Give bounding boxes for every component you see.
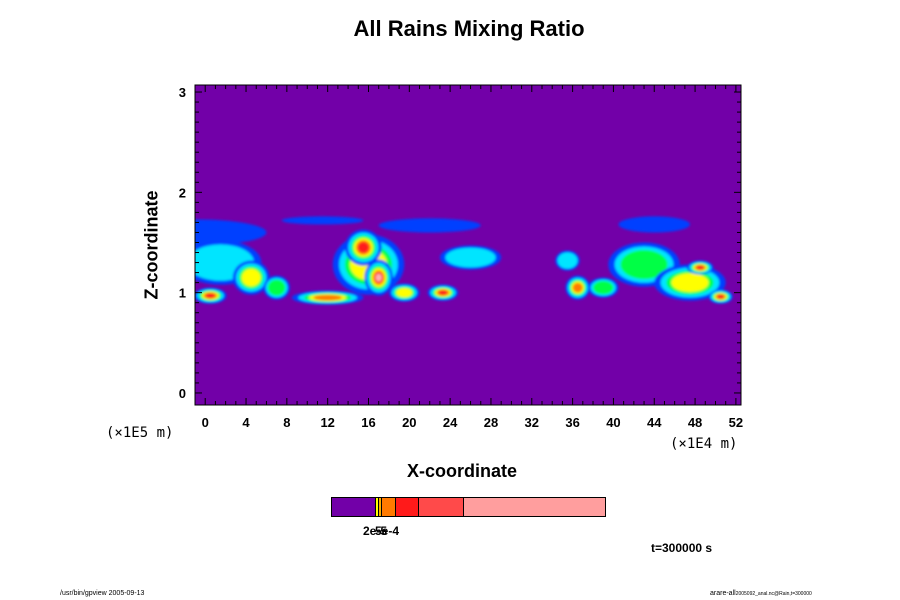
rain-cell [620,249,668,280]
rain-cell [205,293,216,299]
footer-right-main: arare-all [710,590,736,597]
rain-cell [671,273,709,293]
x-axis-label: X-coordinate [407,461,518,481]
time-label: t=300000 s [651,541,713,555]
x-tick-label: 52 [729,415,743,430]
x-tick-label: 24 [443,415,458,430]
x-tick-label: 48 [688,415,702,430]
x-tick-label: 4 [242,415,250,430]
x-tick-label: 20 [402,415,416,430]
rain-cell [438,290,448,296]
rain-field [195,216,733,305]
rain-cell [396,287,413,298]
rain-cell [378,218,481,233]
rain-cell [241,268,261,287]
x-tick-label: 40 [606,415,620,430]
x-tick-label: 12 [320,415,334,430]
x-tick-label: 32 [525,415,539,430]
y-tick-label: 2 [179,185,186,200]
colorbar-segment [464,498,605,516]
plot-frame [194,84,742,406]
rain-cell [195,219,267,246]
colorbar-segment [332,498,377,516]
colorbar [331,497,606,517]
colorbar-segment [382,498,397,516]
footer-left: /usr/bin/gpview 2005-09-13 [60,590,145,597]
rain-cell [357,242,369,253]
rain-cell [375,273,382,282]
x-tick-label: 8 [283,415,290,430]
rain-cell [281,216,364,225]
rain-cell [593,281,614,295]
y-axis-label: Z-coordinate [141,190,162,300]
y-tick-label: 3 [179,85,186,100]
footer-right-small: 2005092_anal.nc@Rain,t=300000 [735,591,812,597]
x-tick-label: 28 [484,415,498,430]
rain-cell [267,279,286,296]
colorbar-segment [419,498,465,516]
z-unit-label: (×1E5 m) [106,425,174,441]
rain-cell [696,265,705,270]
y-tick-label: 1 [179,286,186,301]
colorbar-segment [379,498,383,516]
colorbar-label: 5e-4 [375,524,400,538]
x-tick-label: 0 [202,415,209,430]
rain-cell [313,294,342,301]
footer-right: arare-all2005092_anal.nc@Rain,t=300000 [710,590,812,597]
y-tick-label: 0 [179,386,186,401]
x-tick-label: 44 [647,415,662,430]
rain-cell [618,216,690,233]
rain-cell [445,247,496,268]
rain-cell [557,252,578,269]
axis-ticks [195,85,741,405]
rain-cell [716,294,725,299]
x-unit-label: (×1E4 m) [670,436,738,452]
colorbar-segment [376,498,380,516]
colorbar-segment [396,498,420,516]
rain-cell [572,282,583,293]
x-tick-label: 16 [361,415,375,430]
chart-title: All Rains Mixing Ratio [353,16,585,41]
x-tick-label: 36 [565,415,579,430]
colorbar-label: 2e-5 [363,524,388,538]
